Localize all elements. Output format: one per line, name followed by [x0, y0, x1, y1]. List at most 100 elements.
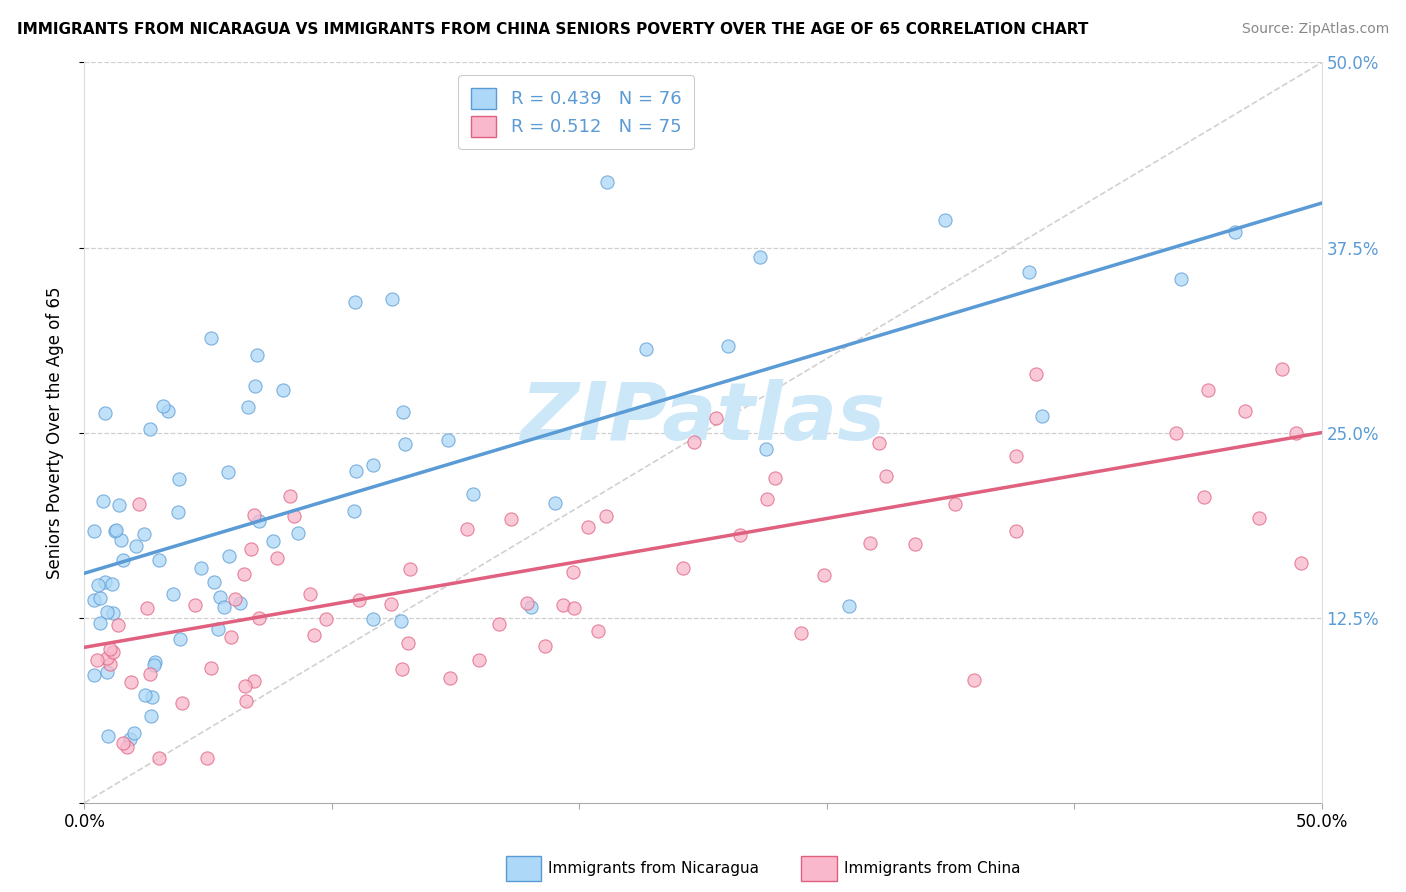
Point	[399, 562, 422, 576]
Point	[595, 509, 617, 524]
Point	[107, 617, 129, 632]
Point	[437, 434, 460, 448]
Point	[162, 587, 184, 601]
Point	[132, 526, 155, 541]
Point	[243, 379, 266, 393]
Text: Immigrants from China: Immigrants from China	[844, 862, 1021, 876]
Point	[111, 736, 134, 750]
Point	[128, 497, 150, 511]
Point	[389, 615, 412, 629]
Point	[1005, 450, 1028, 464]
Point	[943, 497, 966, 511]
Point	[1031, 409, 1053, 423]
Point	[195, 751, 218, 765]
Point	[246, 348, 269, 362]
Point	[235, 679, 257, 693]
Point	[876, 469, 898, 483]
Point	[636, 342, 658, 356]
Point	[302, 628, 325, 642]
Point	[344, 464, 367, 478]
Point	[217, 465, 239, 479]
Point	[120, 674, 142, 689]
Point	[868, 436, 890, 450]
Point	[1164, 425, 1187, 440]
Point	[110, 533, 132, 547]
Point	[83, 524, 105, 538]
Text: Immigrants from Nicaragua: Immigrants from Nicaragua	[548, 862, 759, 876]
Point	[115, 739, 138, 754]
Point	[208, 590, 231, 604]
Point	[934, 213, 956, 227]
Point	[118, 731, 141, 746]
Point	[534, 640, 557, 654]
Point	[219, 630, 242, 644]
Point	[89, 615, 111, 630]
Point	[91, 494, 114, 508]
Point	[89, 591, 111, 605]
Point	[96, 665, 118, 679]
Point	[728, 528, 751, 542]
Point	[224, 591, 246, 606]
Point	[97, 729, 120, 743]
Point	[748, 250, 770, 264]
Point	[439, 671, 461, 685]
Point	[564, 600, 586, 615]
Point	[200, 331, 222, 345]
Point	[142, 657, 165, 672]
Point	[212, 599, 235, 614]
Point	[396, 636, 419, 650]
Legend: R = 0.439   N = 76, R = 0.512   N = 75: R = 0.439 N = 76, R = 0.512 N = 75	[458, 75, 695, 149]
Point	[278, 489, 301, 503]
Point	[576, 520, 599, 534]
Point	[243, 674, 266, 689]
Point	[1247, 511, 1270, 525]
Point	[207, 622, 229, 636]
Point	[287, 526, 309, 541]
Point	[125, 539, 148, 553]
Point	[763, 471, 786, 485]
Point	[101, 577, 124, 591]
Point	[461, 487, 484, 501]
Point	[262, 533, 284, 548]
Point	[235, 694, 257, 708]
Point	[315, 612, 337, 626]
Point	[239, 541, 262, 556]
Point	[169, 632, 191, 647]
Point	[361, 458, 384, 473]
Point	[266, 551, 288, 566]
Point	[298, 587, 321, 601]
Point	[499, 511, 522, 525]
Point	[141, 690, 163, 705]
Point	[381, 292, 404, 306]
Point	[1289, 556, 1312, 570]
Point	[1271, 362, 1294, 376]
Point	[838, 599, 860, 613]
Point	[349, 592, 371, 607]
Point	[83, 668, 105, 682]
Y-axis label: Seniors Poverty Over the Age of 65: Seniors Poverty Over the Age of 65	[45, 286, 63, 579]
Point	[218, 549, 240, 564]
Point	[111, 553, 134, 567]
Point	[200, 661, 222, 675]
Point	[391, 661, 413, 675]
Point	[96, 605, 118, 619]
Point	[586, 624, 609, 639]
Point	[86, 653, 108, 667]
Point	[190, 561, 212, 575]
Point	[145, 655, 167, 669]
Point	[755, 442, 778, 456]
Point	[394, 437, 416, 451]
Point	[242, 508, 264, 522]
Point	[756, 491, 779, 506]
Point	[361, 612, 384, 626]
Point	[139, 709, 162, 723]
Point	[717, 339, 740, 353]
Point	[184, 598, 207, 612]
Point	[238, 401, 260, 415]
Point	[859, 536, 882, 550]
Point	[1234, 403, 1257, 417]
Point	[232, 566, 254, 581]
Point	[136, 601, 159, 615]
Point	[904, 537, 927, 551]
Point	[551, 598, 574, 612]
